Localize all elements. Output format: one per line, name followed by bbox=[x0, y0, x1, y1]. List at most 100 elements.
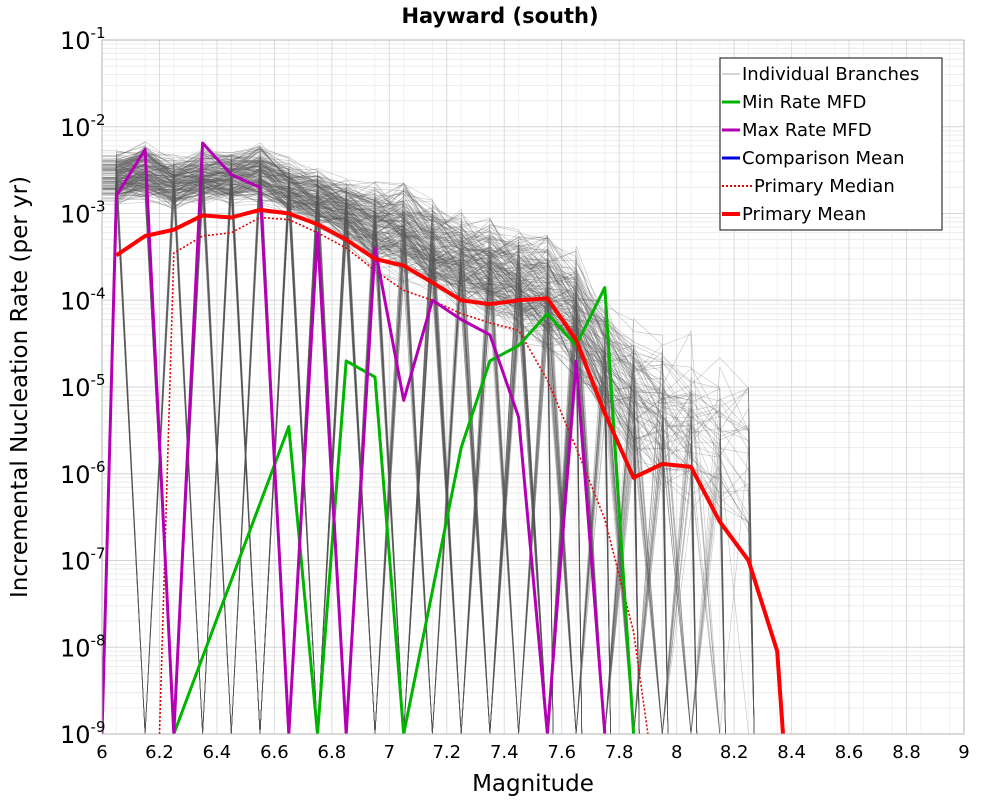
individual-branch-line bbox=[102, 149, 640, 734]
individual-branch-line bbox=[102, 187, 755, 734]
individual-branch-line bbox=[102, 166, 755, 734]
individual-branch-line bbox=[102, 147, 669, 734]
individual-branch-line bbox=[102, 177, 755, 734]
individual-branch-line bbox=[102, 164, 726, 734]
individual-branch-line bbox=[102, 163, 726, 734]
individual-branch-line bbox=[102, 175, 640, 734]
individual-branch-line bbox=[102, 164, 554, 734]
individual-branch-line bbox=[102, 157, 698, 734]
individual-branch-line bbox=[102, 162, 640, 734]
individual-branch-line bbox=[102, 174, 698, 734]
individual-branch-line bbox=[102, 185, 669, 734]
individual-branch-line bbox=[102, 171, 611, 734]
individual-branch-line bbox=[102, 173, 669, 734]
individual-branch-line bbox=[102, 154, 640, 734]
x-tick-label: 9 bbox=[958, 742, 969, 763]
individual-branch-line bbox=[102, 178, 755, 734]
individual-branch-line bbox=[102, 167, 640, 734]
individual-branch-line bbox=[102, 169, 611, 734]
individual-branch-line bbox=[102, 160, 726, 734]
individual-branch-line bbox=[102, 179, 698, 734]
individual-branch-line bbox=[102, 171, 583, 734]
individual-branch-line bbox=[102, 160, 755, 734]
individual-branch-line bbox=[102, 169, 698, 734]
individual-branch-line bbox=[102, 176, 582, 734]
individual-branch-line bbox=[102, 177, 726, 734]
individual-branch-line bbox=[102, 159, 755, 734]
y-tick-label: 10-6 bbox=[60, 458, 106, 489]
individual-branch-line bbox=[102, 151, 726, 734]
individual-branch-line bbox=[102, 148, 611, 734]
individual-branch-line bbox=[102, 150, 583, 734]
individual-branch-line bbox=[102, 167, 755, 734]
individual-branch-line bbox=[102, 174, 755, 734]
individual-branch-line bbox=[102, 154, 583, 734]
individual-branch-line bbox=[102, 181, 698, 734]
individual-branch-line bbox=[102, 150, 640, 734]
individual-branch-line bbox=[102, 173, 726, 734]
legend-label: Comparison Mean bbox=[742, 148, 905, 169]
x-tick-label: 8.2 bbox=[720, 742, 749, 763]
individual-branch-line bbox=[102, 167, 640, 734]
individual-branch-line bbox=[102, 158, 640, 734]
individual-branch-line bbox=[102, 158, 698, 734]
individual-branch-line bbox=[102, 177, 583, 734]
individual-branch-line bbox=[102, 173, 755, 734]
individual-branch-line bbox=[102, 148, 583, 734]
x-tick-label: 8 bbox=[671, 742, 682, 763]
plot-frame bbox=[101, 39, 965, 735]
individual-branch-line bbox=[102, 171, 698, 734]
y-tick-label: 10-2 bbox=[60, 111, 106, 142]
x-axis-label: Magnitude bbox=[472, 771, 594, 797]
individual-branch-line bbox=[102, 163, 669, 734]
individual-branch-line bbox=[102, 163, 698, 734]
individual-branch-line bbox=[102, 149, 669, 734]
individual-branch-line bbox=[102, 177, 554, 734]
individual-branch-line bbox=[102, 157, 554, 734]
individual-branch-line bbox=[102, 161, 726, 734]
individual-branch-line bbox=[102, 148, 611, 734]
individual-branch-line bbox=[102, 181, 726, 734]
individual-branch-line bbox=[102, 152, 726, 734]
individual-branch-line bbox=[102, 168, 583, 734]
individual-branch-line bbox=[102, 150, 640, 734]
individual-branch-line bbox=[102, 176, 554, 734]
plot-area bbox=[102, 141, 785, 734]
individual-branch-line bbox=[102, 172, 669, 734]
individual-branch-line bbox=[102, 164, 669, 734]
individual-branch-line bbox=[102, 150, 698, 734]
y-tick-label: 10-8 bbox=[60, 631, 106, 662]
x-tick-label: 8.8 bbox=[892, 742, 921, 763]
legend-label: Min Rate MFD bbox=[742, 92, 866, 113]
individual-branch-line bbox=[102, 163, 640, 734]
individual-branch-line bbox=[102, 166, 640, 734]
y-tick-label: 10-5 bbox=[60, 371, 106, 402]
x-tick-label: 8.6 bbox=[835, 742, 864, 763]
individual-branch-line bbox=[102, 167, 726, 734]
individual-branch-line bbox=[102, 145, 583, 734]
individual-branch-line bbox=[102, 174, 583, 734]
individual-branch-line bbox=[102, 141, 583, 734]
individual-branch-line bbox=[102, 164, 669, 734]
legend-box bbox=[719, 57, 943, 231]
individual-branch-line bbox=[102, 183, 669, 734]
x-tick-label: 7 bbox=[384, 742, 395, 763]
individual-branch-line bbox=[102, 178, 698, 734]
individual-branch-line bbox=[102, 175, 554, 734]
y-tick-label: 10-4 bbox=[60, 284, 106, 315]
individual-branch-line bbox=[102, 164, 669, 734]
individual-branch-line bbox=[102, 164, 726, 734]
individual-branch-line bbox=[102, 160, 611, 734]
individual-branch-line bbox=[102, 153, 669, 734]
individual-branch-line bbox=[102, 141, 554, 734]
individual-branch-line bbox=[102, 165, 611, 734]
individual-branch-line bbox=[102, 147, 583, 734]
individual-branch-line bbox=[102, 146, 611, 734]
individual-branch-line bbox=[102, 183, 583, 734]
individual-branch-line bbox=[102, 185, 583, 734]
individual-branch-line bbox=[102, 150, 554, 734]
individual-branch-line bbox=[102, 153, 583, 734]
individual-branch-line bbox=[102, 163, 726, 734]
